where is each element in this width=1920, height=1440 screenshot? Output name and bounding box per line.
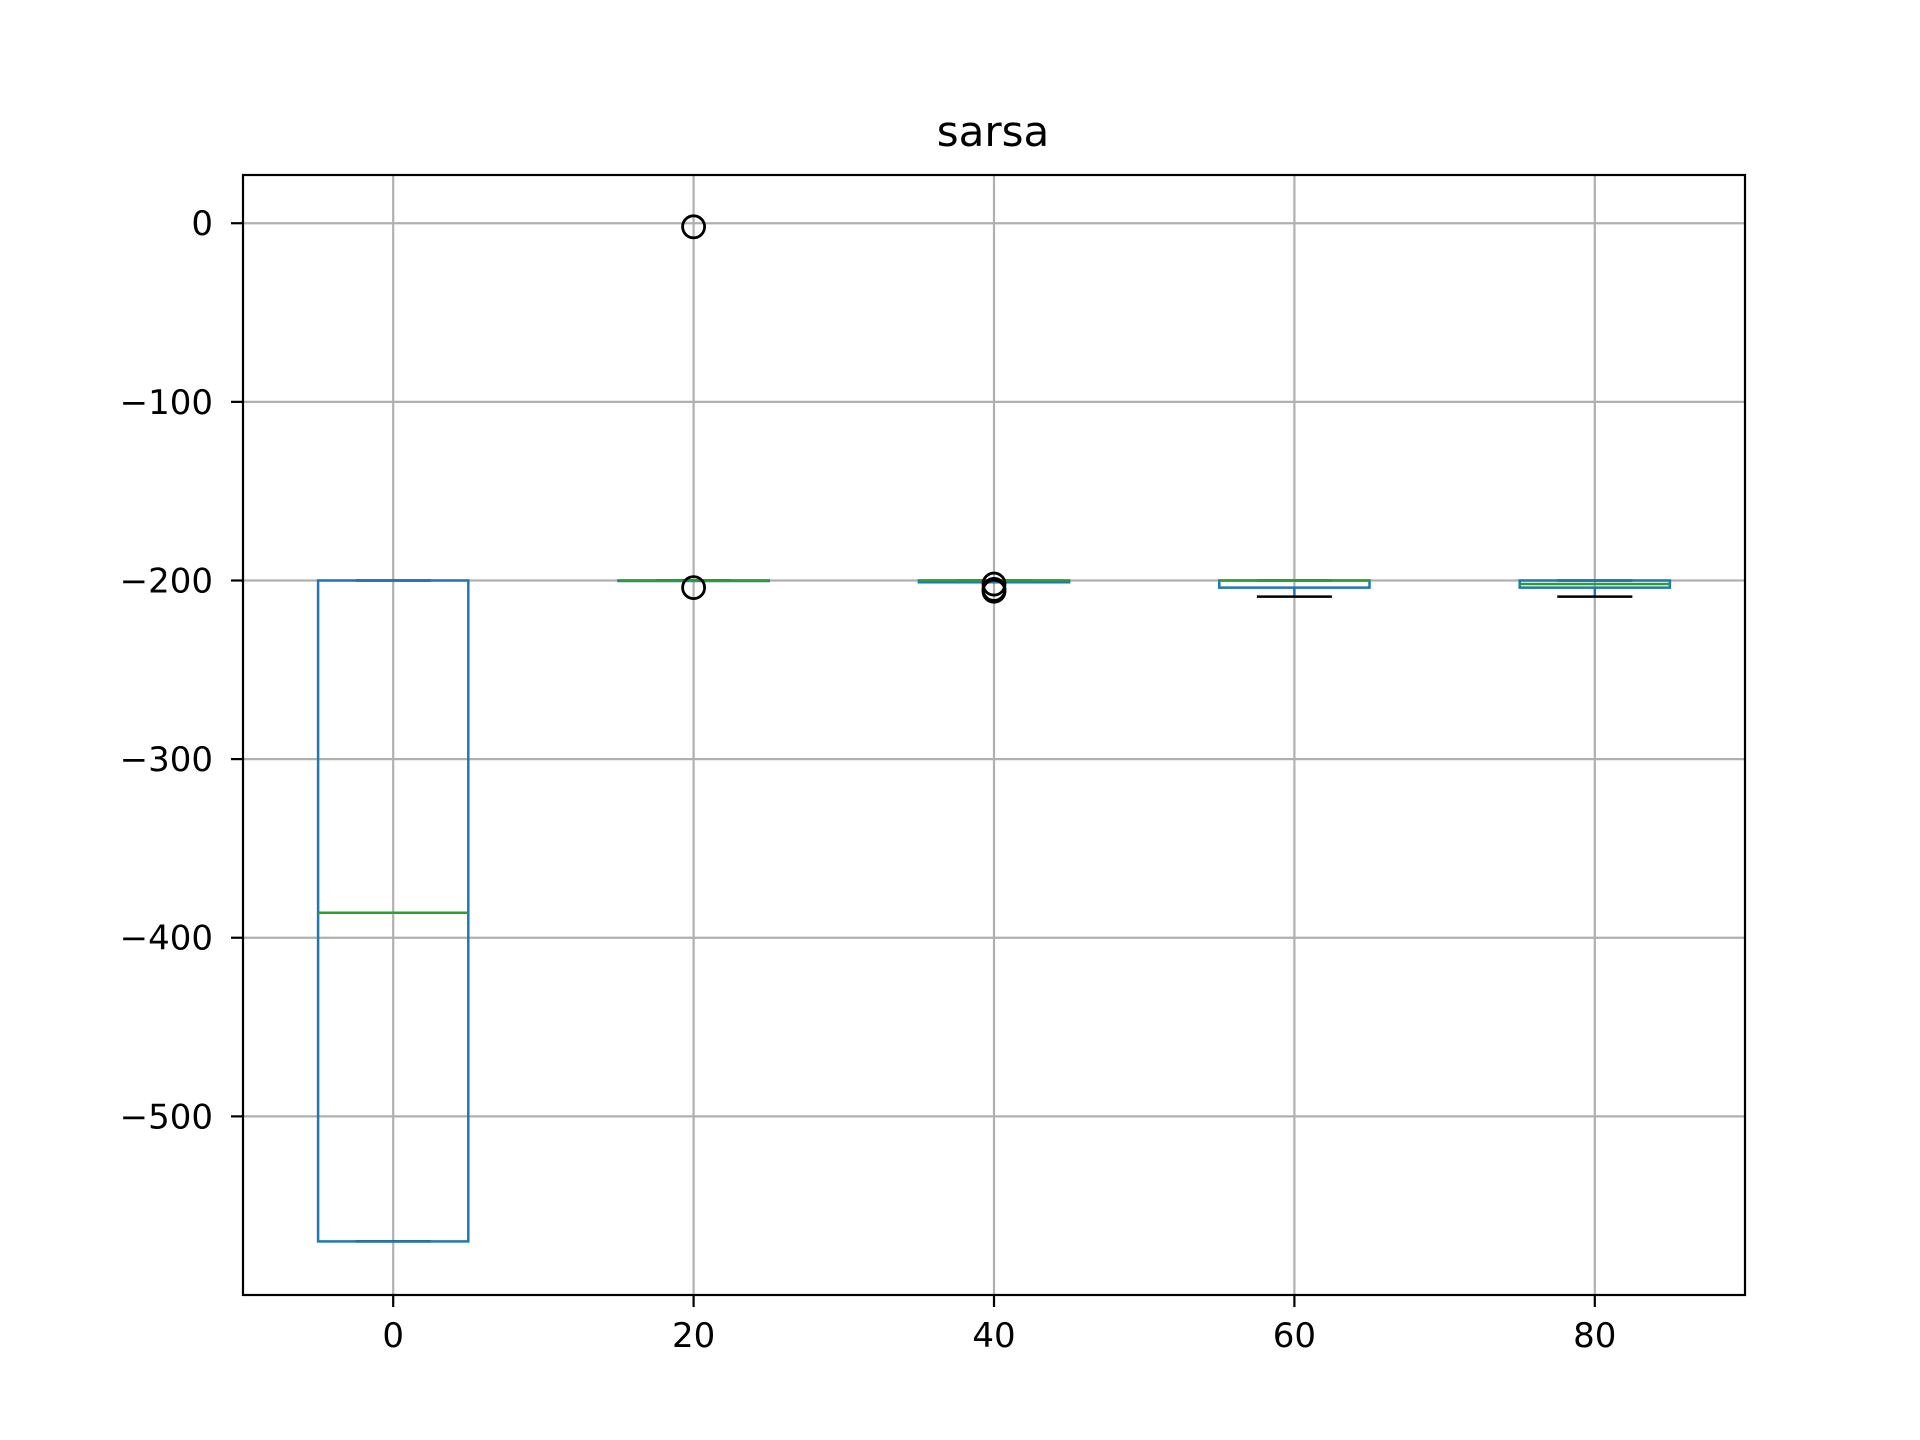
box-rect: [316, 579, 470, 1243]
x-tick-label: 40: [972, 1316, 1015, 1356]
x-tick-label: 20: [672, 1316, 715, 1356]
y-tick-label: −500: [120, 1097, 213, 1137]
y-tick-label: 0: [191, 204, 213, 244]
flier-point: [681, 575, 706, 601]
box-group-20: [617, 214, 770, 601]
chart-title: sarsa: [937, 107, 1050, 156]
flier-point: [981, 578, 1007, 604]
box-group-0: [316, 579, 470, 1243]
box-group-80: [1518, 579, 1672, 598]
x-tick-label: 0: [382, 1316, 404, 1356]
x-tick-label: 60: [1273, 1316, 1316, 1356]
y-tick-label: −200: [120, 561, 213, 601]
boxes-layer: [316, 214, 1672, 1243]
box-group-40: [917, 571, 1071, 604]
box-group-60: [1218, 579, 1371, 598]
flier-point: [681, 214, 706, 240]
y-tick-label: −100: [120, 383, 213, 423]
axes-layer: 0 20 40 60 80 0 −100 −200 −300 −400 −500: [120, 173, 1747, 1356]
grid-lines: [243, 175, 1745, 1295]
x-tick-label: 80: [1573, 1316, 1616, 1356]
y-tick-label: −300: [120, 740, 213, 780]
y-tick-label: −400: [120, 919, 213, 959]
